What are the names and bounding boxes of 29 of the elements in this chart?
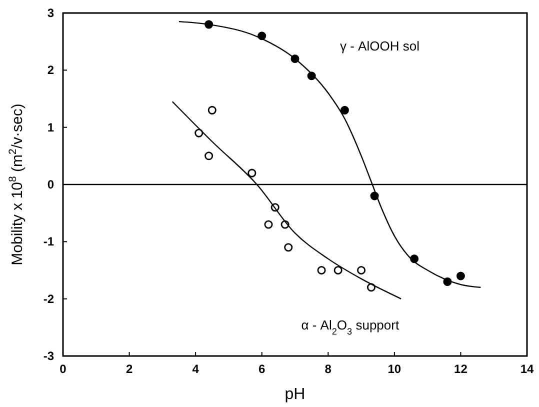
y-tick-label: 0: [47, 178, 54, 192]
y-tick-label: 2: [47, 63, 54, 78]
y-tick-label: 3: [47, 6, 54, 20]
point: [284, 243, 293, 252]
point: [340, 106, 349, 114]
x-tick-label: 12: [454, 362, 468, 376]
point: [204, 152, 214, 160]
point: [248, 168, 256, 178]
point: [334, 266, 342, 275]
point: [194, 128, 204, 138]
x-tick-label: 6: [258, 362, 266, 376]
x-tick-label: 0: [60, 362, 67, 376]
x-tick-label: 14: [520, 362, 534, 376]
x-tick-label: 10: [388, 362, 402, 376]
y-tick-label: 1: [47, 120, 54, 134]
x-tick-label: 2: [126, 362, 133, 376]
point: [317, 266, 326, 275]
point: [264, 220, 273, 229]
y-tick-label: -2: [43, 292, 54, 306]
x-tick-label: 8: [324, 362, 332, 376]
text: α - Al$_{2}$O$_{3}$ support: [301, 317, 400, 336]
y-tick-label: -1: [43, 234, 54, 249]
point: [456, 272, 465, 280]
text: γ - AlOOH sol: [340, 38, 420, 54]
x-axis-title: pH: [284, 386, 306, 403]
y-tick-label: -3: [43, 349, 54, 363]
point: [357, 266, 366, 275]
point: [208, 106, 216, 114]
x-tick-label: 4: [192, 362, 200, 376]
